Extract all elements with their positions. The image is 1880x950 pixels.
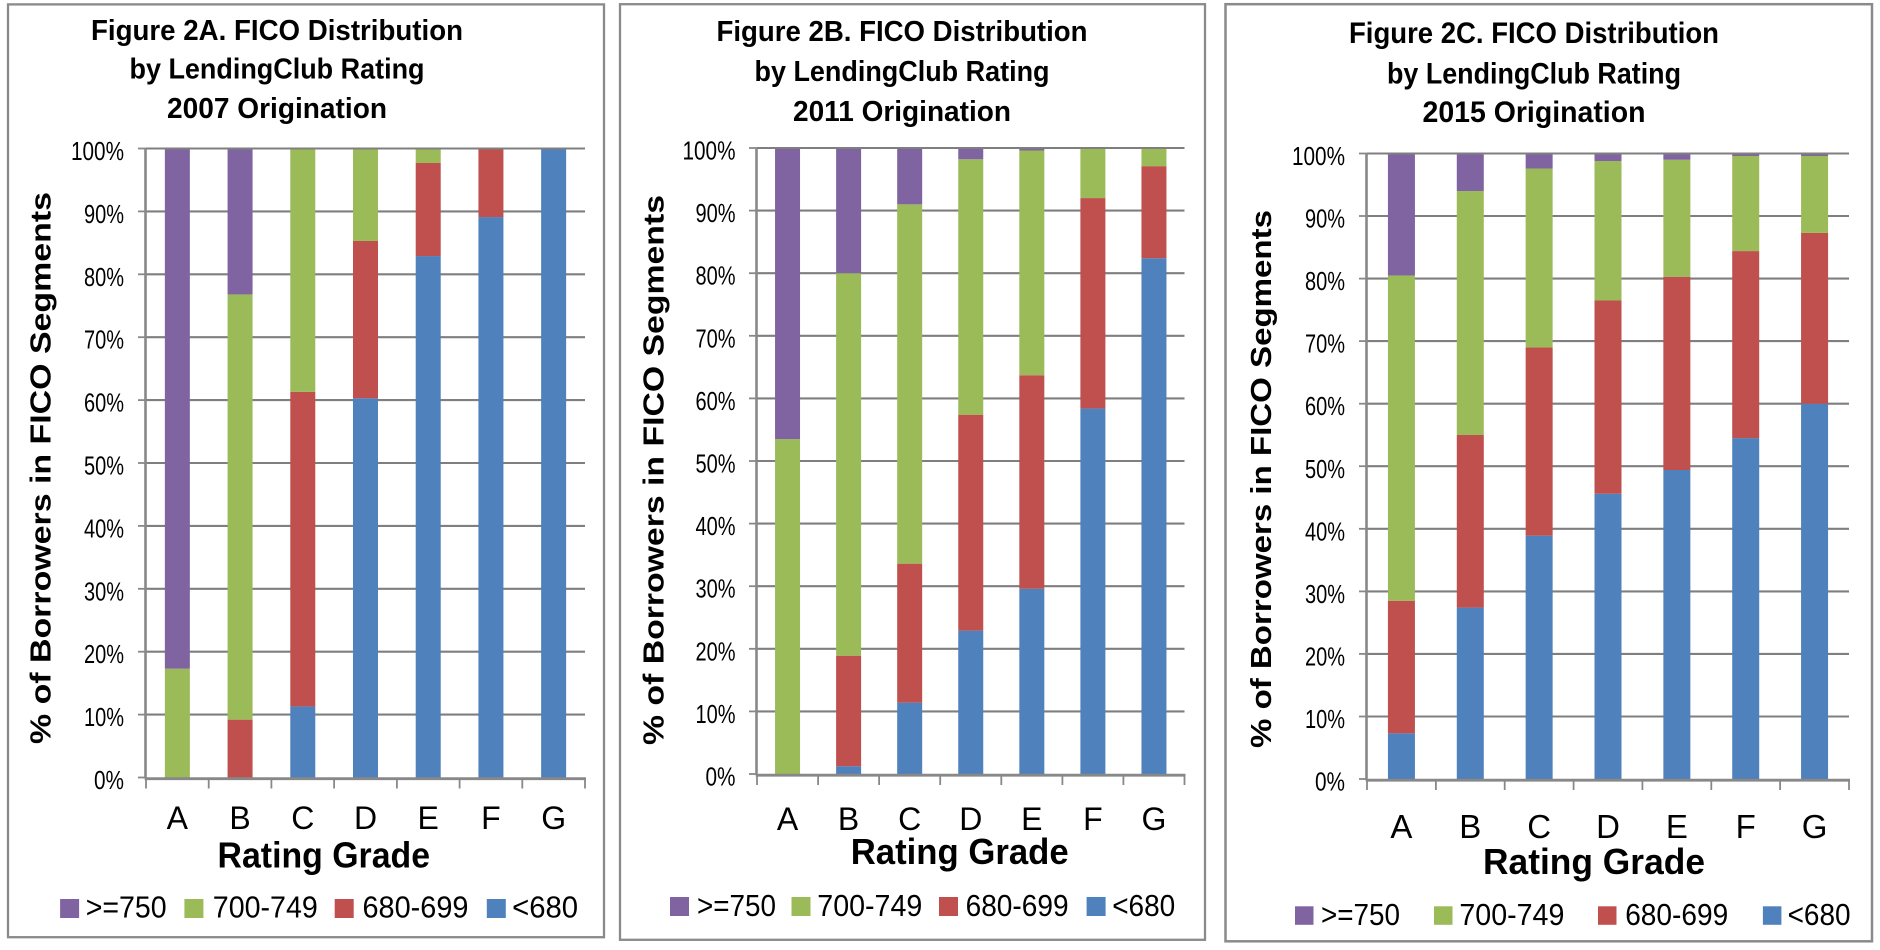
svg-text:20%: 20% (1305, 641, 1345, 671)
svg-text:100%: 100% (1292, 141, 1345, 171)
svg-text:>=750: >=750 (697, 888, 776, 923)
svg-text:C: C (291, 800, 314, 836)
svg-text:<680: <680 (1788, 897, 1851, 932)
svg-text:40%: 40% (696, 511, 736, 541)
svg-text:40%: 40% (84, 513, 124, 543)
svg-text:10%: 10% (84, 702, 124, 732)
svg-text:50%: 50% (1305, 454, 1345, 484)
svg-text:E: E (418, 800, 439, 836)
svg-text:D: D (959, 801, 982, 837)
svg-text:% of Borrowers in FICO Segment: % of Borrowers in FICO Segments (639, 195, 671, 745)
svg-text:F: F (1083, 801, 1103, 837)
svg-text:F: F (1736, 808, 1756, 845)
svg-text:Figure 2B. FICO Distribution: Figure 2B. FICO Distribution (717, 16, 1088, 48)
svg-text:2011 Origination: 2011 Origination (793, 96, 1011, 128)
svg-text:Rating Grade: Rating Grade (218, 835, 431, 876)
svg-text:by LendingClub Rating: by LendingClub Rating (130, 54, 425, 86)
svg-text:30%: 30% (84, 576, 124, 606)
svg-text:2015 Origination: 2015 Origination (1423, 96, 1646, 129)
svg-text:B: B (1459, 808, 1481, 845)
svg-text:Rating Grade: Rating Grade (851, 831, 1069, 872)
svg-text:>=750: >=750 (86, 890, 167, 925)
svg-text:680-699: 680-699 (966, 888, 1069, 923)
svg-text:50%: 50% (696, 449, 736, 479)
svg-text:0%: 0% (94, 765, 124, 795)
svg-text:Figure 2C. FICO Distribution: Figure 2C. FICO Distribution (1349, 17, 1719, 50)
svg-text:80%: 80% (1305, 266, 1345, 296)
svg-text:F: F (481, 800, 501, 836)
svg-text:E: E (1666, 808, 1688, 845)
svg-text:90%: 90% (696, 198, 736, 228)
svg-text:60%: 60% (84, 388, 124, 418)
svg-text:A: A (1390, 808, 1412, 845)
svg-text:40%: 40% (1305, 516, 1345, 546)
svg-text:20%: 20% (696, 636, 736, 666)
svg-text:G: G (541, 800, 566, 836)
svg-text:700-749: 700-749 (1459, 897, 1564, 932)
svg-text:30%: 30% (696, 574, 736, 604)
svg-text:70%: 70% (696, 323, 736, 353)
svg-text:70%: 70% (1305, 329, 1345, 359)
svg-text:2007 Origination: 2007 Origination (167, 93, 387, 125)
svg-text:G: G (1142, 801, 1167, 837)
svg-text:680-699: 680-699 (363, 890, 469, 925)
svg-text:C: C (898, 801, 921, 837)
svg-text:by LendingClub Rating: by LendingClub Rating (1387, 58, 1681, 91)
svg-text:20%: 20% (84, 639, 124, 669)
svg-text:90%: 90% (1305, 204, 1345, 234)
svg-text:E: E (1021, 801, 1042, 837)
svg-text:B: B (838, 801, 859, 837)
svg-text:<680: <680 (512, 890, 578, 925)
svg-text:0%: 0% (1315, 767, 1345, 797)
svg-text:700-749: 700-749 (817, 888, 922, 923)
svg-text:>=750: >=750 (1321, 897, 1400, 932)
svg-text:C: C (1527, 808, 1551, 845)
svg-text:10%: 10% (1305, 704, 1345, 734)
svg-text:% of Borrowers in FICO Segment: % of Borrowers in FICO Segments (1246, 210, 1278, 748)
svg-text:0%: 0% (706, 762, 736, 792)
svg-text:<680: <680 (1112, 888, 1175, 923)
svg-text:A: A (167, 800, 189, 836)
svg-text:B: B (229, 800, 250, 836)
svg-text:80%: 80% (84, 262, 124, 292)
svg-text:60%: 60% (696, 386, 736, 416)
svg-text:Rating Grade: Rating Grade (1483, 841, 1705, 882)
svg-text:60%: 60% (1305, 391, 1345, 421)
svg-text:D: D (354, 800, 377, 836)
svg-text:70%: 70% (84, 325, 124, 355)
svg-text:% of Borrowers in FICO Segment: % of Borrowers in FICO Segments (26, 192, 58, 744)
svg-text:A: A (777, 801, 799, 837)
svg-text:700-749: 700-749 (213, 890, 318, 925)
svg-text:30%: 30% (1305, 579, 1345, 609)
svg-text:100%: 100% (71, 136, 124, 166)
svg-text:680-699: 680-699 (1625, 897, 1728, 932)
svg-text:90%: 90% (84, 199, 124, 229)
svg-text:10%: 10% (696, 699, 736, 729)
svg-text:50%: 50% (84, 451, 124, 481)
svg-text:80%: 80% (696, 261, 736, 291)
svg-text:Figure 2A. FICO Distribution: Figure 2A. FICO Distribution (91, 15, 463, 47)
svg-text:D: D (1596, 808, 1620, 845)
svg-text:100%: 100% (683, 136, 736, 166)
svg-text:G: G (1802, 808, 1828, 845)
svg-text:by LendingClub Rating: by LendingClub Rating (755, 56, 1050, 88)
